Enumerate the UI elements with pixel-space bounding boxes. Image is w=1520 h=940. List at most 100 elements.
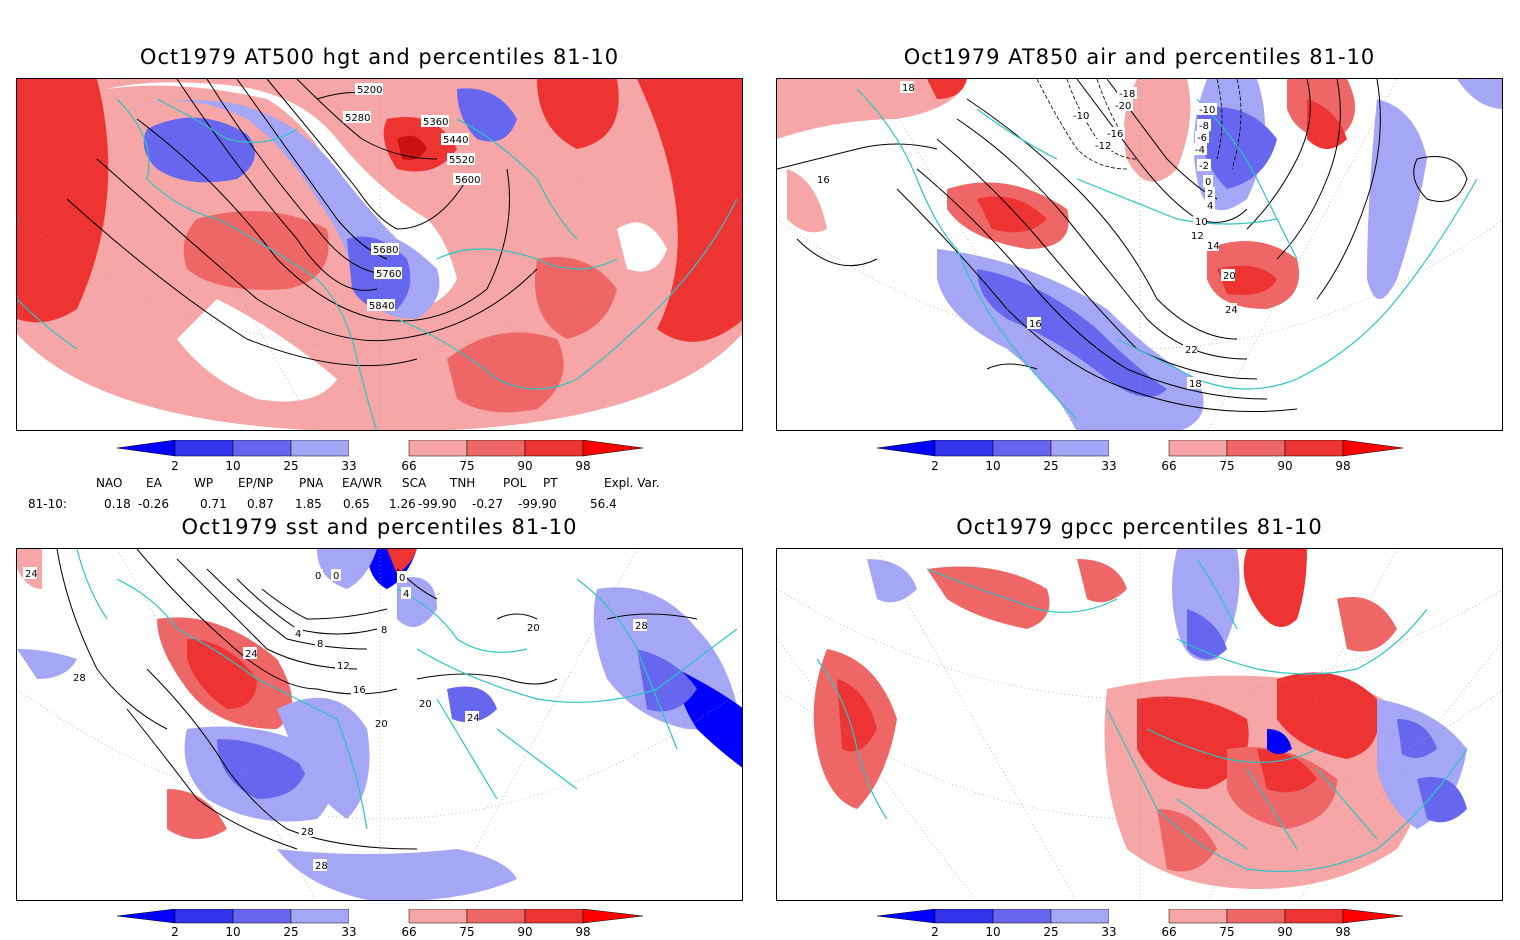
- contour-label: -10: [1197, 103, 1217, 116]
- contour-label: -12: [1093, 139, 1113, 152]
- contour-label: 4: [401, 587, 411, 600]
- svg-text:24: 24: [467, 713, 480, 724]
- contour-label: 18: [1187, 377, 1202, 390]
- index-header: EA/WR: [342, 476, 383, 490]
- svg-text:-12: -12: [1095, 141, 1111, 152]
- colorbar-label: 2: [171, 459, 179, 473]
- colorbar-label: 66: [401, 925, 416, 939]
- colorbar-label: 98: [1335, 925, 1350, 939]
- index-header: Expl. Var.: [604, 476, 660, 490]
- indices-header-row: NAO EA WP EP/NP PNA EA/WR SCA TNH POL PT…: [0, 476, 760, 492]
- contour-label: 5440: [441, 133, 469, 146]
- colorbar-label: 66: [1161, 459, 1176, 473]
- colorbar-label: 10: [225, 459, 240, 473]
- contour-label: 5600: [453, 173, 481, 186]
- contour-label: 20: [417, 697, 432, 710]
- colorbar-label: 2: [931, 925, 939, 939]
- contour-label: 18: [900, 81, 915, 94]
- svg-text:5520: 5520: [449, 155, 474, 166]
- svg-text:4: 4: [403, 589, 409, 600]
- colorbar-label: 10: [225, 925, 240, 939]
- index-value: -0.27: [472, 497, 504, 511]
- panel-title-gpcc: Oct1979 gpcc percentiles 81-10: [956, 515, 1323, 539]
- svg-text:16: 16: [817, 175, 830, 186]
- map-gpcc: [776, 548, 1503, 901]
- colorbar-label: 10: [985, 925, 1000, 939]
- contour-label: -6: [1195, 131, 1209, 144]
- svg-text:28: 28: [315, 861, 328, 872]
- panel-title-sst: Oct1979 sst and percentiles 81-10: [181, 515, 578, 539]
- svg-text:28: 28: [73, 673, 86, 684]
- svg-text:5280: 5280: [345, 113, 370, 124]
- contour-label: 4: [1205, 199, 1215, 212]
- map-hgt: 5200 5280 5360 5440 5520 5600 5680 5760 …: [16, 78, 743, 431]
- index-value: 0.87: [247, 497, 274, 511]
- contour-label: -18: [1117, 87, 1137, 100]
- contour-label: 28: [71, 671, 86, 684]
- index-value: 0.65: [343, 497, 370, 511]
- svg-text:4: 4: [295, 629, 301, 640]
- colorbar-label: 2: [931, 459, 939, 473]
- index-header: WP: [194, 476, 214, 490]
- contour-label: 5360: [421, 115, 449, 128]
- svg-text:12: 12: [337, 661, 350, 672]
- contour-label: 12: [335, 659, 350, 672]
- contour-label: 16: [815, 173, 830, 186]
- svg-text:5200: 5200: [357, 85, 382, 96]
- colorbar-label: 75: [459, 459, 474, 473]
- contour-label: 20: [1221, 269, 1236, 282]
- contour-label: 5760: [374, 267, 402, 280]
- contour-label: -2: [1197, 159, 1211, 172]
- index-header: NAO: [96, 476, 123, 490]
- contour-label: 14: [1205, 239, 1220, 252]
- colorbar-sst: 2 10 25 33 66 75 90 98: [117, 909, 643, 939]
- svg-text:20: 20: [375, 719, 388, 730]
- svg-text:2: 2: [1207, 189, 1213, 200]
- indices-value-row: 81-10: 0.18 -0.26 0.71 0.87 1.85 0.65 1.…: [0, 497, 760, 513]
- colorbar-label: 98: [575, 459, 590, 473]
- svg-text:20: 20: [419, 699, 432, 710]
- colorbar-label: 25: [1043, 459, 1058, 473]
- svg-text:5680: 5680: [373, 245, 398, 256]
- index-value: 56.4: [590, 497, 617, 511]
- index-header: SCA: [402, 476, 427, 490]
- svg-text:18: 18: [902, 83, 915, 94]
- colorbar-label: 33: [1101, 925, 1116, 939]
- colorbar-label: 25: [283, 925, 298, 939]
- contour-label: 24: [465, 711, 480, 724]
- contour-label: 28: [299, 825, 314, 838]
- colorbar-hgt: 2 10 25 33 66 75 90 98: [117, 440, 643, 476]
- colorbar-gpcc: 2 10 25 33 66 75 90 98: [877, 909, 1403, 939]
- contour-label: -20: [1113, 99, 1133, 112]
- colorbar-label: 90: [1277, 459, 1292, 473]
- contour-label: 0: [313, 569, 323, 582]
- svg-text:0: 0: [1205, 177, 1211, 188]
- svg-text:16: 16: [353, 685, 366, 696]
- svg-text:-10: -10: [1199, 105, 1215, 116]
- panel-title-hgt: Oct1979 AT500 hgt and percentiles 81-10: [139, 45, 620, 69]
- svg-text:5360: 5360: [423, 117, 448, 128]
- index-value: -0.26: [138, 497, 170, 511]
- index-value: 1.26: [389, 497, 416, 511]
- contour-label: 10: [1193, 215, 1208, 228]
- svg-text:14: 14: [1207, 241, 1220, 252]
- index-value: 1.85: [295, 497, 322, 511]
- contour-label: 20: [373, 717, 388, 730]
- contour-label: 24: [243, 647, 258, 660]
- svg-text:-8: -8: [1199, 121, 1209, 132]
- contour-label: -16: [1105, 127, 1125, 140]
- index-header: PT: [543, 476, 558, 490]
- index-row-label: 81-10:: [28, 497, 67, 511]
- colorbar-air: 2 10 25 33 66 75 90 98: [877, 440, 1403, 476]
- contour-label: 24: [1223, 303, 1238, 316]
- colorbar-label: 98: [1335, 459, 1350, 473]
- contour-label: 8: [379, 623, 389, 636]
- svg-text:-10: -10: [1073, 111, 1089, 122]
- index-value: -99.90: [518, 497, 557, 511]
- contour-label: 5840: [367, 299, 395, 312]
- svg-text:8: 8: [381, 625, 387, 636]
- svg-text:24: 24: [245, 649, 258, 660]
- contour-label: 8: [315, 637, 325, 650]
- contour-label: 0: [331, 569, 341, 582]
- colorbar-label: 66: [1161, 925, 1176, 939]
